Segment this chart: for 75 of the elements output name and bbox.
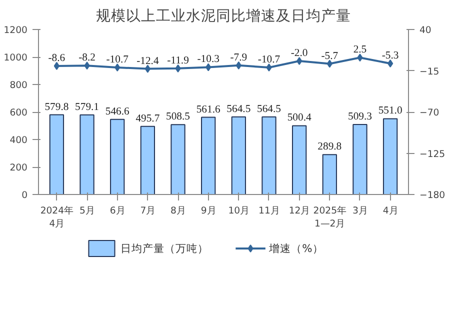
x-tick-label: 2025年 1—2月 — [313, 206, 346, 230]
chart-title: 规模以上工业水泥同比增速及日均产量 — [96, 8, 351, 24]
bar — [170, 124, 186, 194]
data-label: -11.9 — [167, 55, 189, 66]
x-tick-label: 12月 — [288, 206, 310, 216]
y-tick-label: 200 — [10, 162, 28, 174]
data-label: 561.6 — [196, 104, 221, 116]
bar — [292, 125, 307, 194]
x-tick-label: 7月 — [140, 206, 156, 216]
point — [296, 57, 302, 65]
y-tick-label: 1200 — [4, 25, 28, 36]
data-label: -8.2 — [78, 52, 96, 64]
x-tick-label: 4月 — [382, 206, 398, 216]
y2-tick-label: −125 — [420, 148, 446, 160]
data-label: 551.0 — [378, 106, 402, 117]
bar — [110, 118, 125, 194]
bar — [140, 126, 156, 194]
point — [236, 61, 242, 70]
y-tick-label: 600 — [10, 108, 28, 118]
y-tick-label: 1000 — [4, 52, 28, 64]
point — [387, 59, 394, 68]
data-label: -5.3 — [382, 50, 399, 62]
y2-tick-label: −180 — [420, 190, 446, 201]
data-label: 564.5 — [257, 104, 281, 115]
y-tick-label: 800 — [10, 80, 28, 91]
data-label: -8.6 — [48, 52, 66, 64]
x-tick-label: 8月 — [170, 206, 186, 216]
x-tick-label: 6月 — [110, 206, 125, 216]
point — [266, 64, 272, 72]
y2-tick-label: −70 — [420, 108, 440, 118]
data-label: -5.7 — [321, 50, 339, 62]
data-label: 546.6 — [105, 106, 130, 118]
data-label: 564.5 — [226, 104, 251, 115]
point — [114, 64, 120, 72]
data-label: -7.9 — [230, 52, 248, 64]
bar — [382, 118, 398, 194]
data-label: 579.1 — [75, 102, 100, 113]
point — [357, 54, 363, 62]
x-tick-label: 3月 — [352, 206, 368, 216]
data-label: -12.4 — [136, 56, 160, 67]
x-tick-label: 11月 — [258, 206, 280, 216]
data-label: -10.7 — [258, 54, 281, 66]
y2-tick-label: −15 — [420, 66, 440, 78]
bar — [352, 124, 368, 194]
y-tick-label: 400 — [10, 135, 28, 146]
data-label: 289.8 — [318, 142, 342, 153]
data-label: 495.7 — [136, 113, 160, 124]
point — [206, 63, 212, 72]
x-tick-label: 2024年 4月 — [40, 206, 74, 230]
data-label: -2.0 — [290, 48, 308, 59]
x-tick-label: 9月 — [200, 206, 216, 216]
point — [175, 64, 181, 72]
point — [144, 64, 151, 73]
point — [54, 62, 60, 70]
bar — [49, 114, 64, 194]
y-tick-label: 0 — [22, 190, 28, 201]
point — [84, 62, 90, 70]
bar — [201, 116, 216, 194]
data-label: 509.3 — [348, 111, 372, 122]
legend-label: 日均产量（万吨） — [120, 242, 208, 255]
bar — [231, 116, 246, 194]
bar — [262, 116, 276, 194]
legend-label: 增速（%） — [268, 242, 324, 255]
bar — [322, 154, 337, 194]
data-label: -10.7 — [106, 54, 130, 66]
data-label: 508.5 — [166, 112, 190, 123]
data-label: 579.8 — [44, 102, 69, 113]
bar — [80, 114, 94, 194]
data-label: 2.5 — [353, 44, 367, 56]
point — [326, 60, 332, 68]
x-tick-label: 10月 — [228, 206, 250, 216]
data-label: -10.3 — [197, 54, 220, 66]
y2-tick-label: 40 — [420, 25, 432, 36]
data-label: 500.4 — [287, 112, 312, 124]
x-tick-label: 5月 — [80, 206, 94, 216]
